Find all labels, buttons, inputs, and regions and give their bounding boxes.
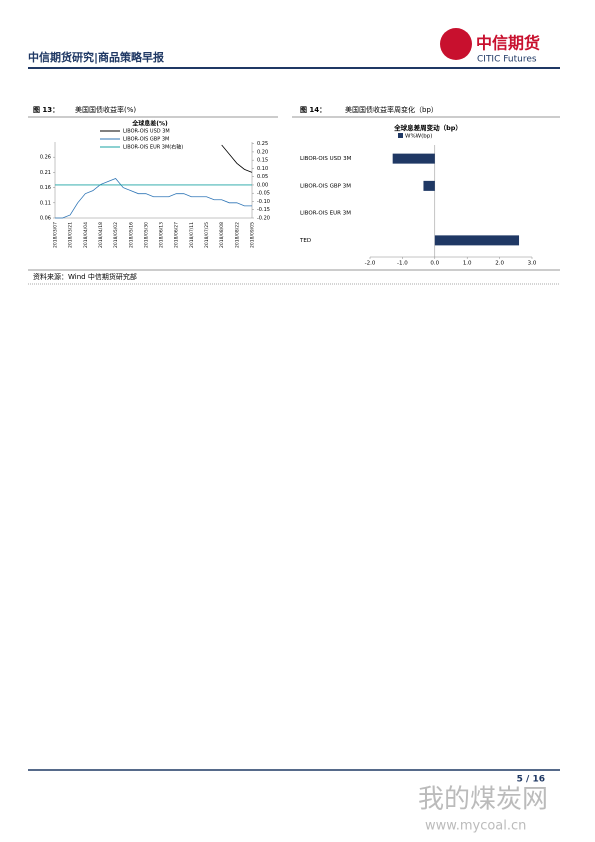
bar xyxy=(392,153,435,164)
y-tick-label: 0.11 xyxy=(40,200,51,206)
x-tick-label: 3.0 xyxy=(528,261,537,267)
figure-caption: 美国国债收益率(%) xyxy=(75,105,136,114)
page-number: 5 / 16 xyxy=(517,775,545,785)
x-tick-label: -1.0 xyxy=(397,261,408,267)
x-tick-label: 2018/06/27 xyxy=(174,222,180,248)
watermark: 我的煤炭网 xyxy=(418,785,548,815)
category-label: LIBOR-OIS GBP 3M xyxy=(300,183,351,189)
y2-tick-label: 0.15 xyxy=(257,158,268,164)
logo-mark xyxy=(440,28,472,60)
legend-label: W%W(bp) xyxy=(405,134,432,140)
x-tick-label: 2018/05/30 xyxy=(143,222,149,248)
x-tick-label: 2018/05/02 xyxy=(113,222,119,248)
logo-cn: 中信期货 xyxy=(476,34,540,53)
x-tick-label: 2018/09/05 xyxy=(250,222,256,248)
y-tick-label: 0.21 xyxy=(40,170,51,176)
x-tick-label: 2.0 xyxy=(495,261,504,267)
y2-tick-label: 0.25 xyxy=(257,141,268,147)
x-tick-label: 2018/07/11 xyxy=(189,222,195,248)
y-tick-label: 0.26 xyxy=(40,155,51,161)
y-tick-label: 0.06 xyxy=(40,216,51,222)
y2-tick-label: -0.15 xyxy=(257,207,270,213)
chart-title: 全球息差(%) xyxy=(131,120,168,128)
figure-label: 图 13： xyxy=(33,105,59,114)
y-tick-label: 0.16 xyxy=(40,185,51,191)
x-tick-label: 2018/07/25 xyxy=(204,222,210,248)
y2-tick-label: 0.10 xyxy=(257,166,268,172)
header-title: 中信期货研究|商品策略早报 xyxy=(28,50,165,64)
y2-tick-label: -0.05 xyxy=(257,191,270,197)
figure-caption: 美国国债收益率周变化（bp） xyxy=(345,105,438,114)
x-tick-label: 2018/04/04 xyxy=(83,222,89,248)
legend-swatch xyxy=(398,133,403,138)
x-tick-label: 2018/05/16 xyxy=(128,222,134,248)
x-tick-label: 1.0 xyxy=(463,261,472,267)
watermark-url: www.mycoal.cn xyxy=(425,819,526,834)
y2-tick-label: 0.20 xyxy=(257,149,268,155)
bar xyxy=(434,235,520,246)
bar xyxy=(423,180,435,191)
chart-title: 全球息差周变动（bp） xyxy=(393,123,462,132)
x-tick-label: -2.0 xyxy=(365,261,376,267)
x-tick-label: 2018/08/22 xyxy=(234,222,240,248)
x-tick-label: 2018/08/08 xyxy=(219,222,225,248)
legend-label: LIBOR-OIS USD 3M xyxy=(123,129,170,135)
series-line xyxy=(55,178,252,219)
x-tick-label: 0.0 xyxy=(430,261,439,267)
y2-tick-label: -0.20 xyxy=(257,216,270,222)
y2-tick-label: -0.10 xyxy=(257,199,270,205)
source: 资料来源：Wind 中信期货研究部 xyxy=(33,272,137,281)
y2-tick-label: 0.05 xyxy=(257,174,268,180)
legend-label: LIBOR-OIS EUR 3M(右轴) xyxy=(123,144,183,151)
legend-label: LIBOR-OIS GBP 3M xyxy=(123,137,169,143)
category-label: LIBOR-OIS USD 3M xyxy=(300,156,352,162)
series-line xyxy=(221,144,253,173)
category-label: LIBOR-OIS EUR 3M xyxy=(300,211,351,217)
x-tick-label: 2018/03/07 xyxy=(53,222,59,248)
x-tick-label: 2018/03/21 xyxy=(68,222,74,248)
category-label: TED xyxy=(299,238,311,244)
logo-en: CITIC Futures xyxy=(477,55,537,65)
y2-tick-label: 0.00 xyxy=(257,182,268,188)
figure-label: 图 14： xyxy=(300,105,326,114)
x-tick-label: 2018/06/13 xyxy=(159,222,165,248)
x-tick-label: 2018/04/18 xyxy=(98,222,104,248)
